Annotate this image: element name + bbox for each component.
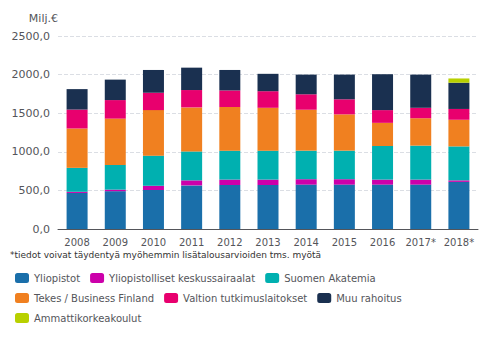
svg-text:Ammattikorkeakoulut: Ammattikorkeakoulut <box>34 313 141 324</box>
svg-text:2012: 2012 <box>217 237 242 248</box>
svg-text:2500,0: 2500,0 <box>12 30 51 43</box>
svg-text:Tekes / Business Finland: Tekes / Business Finland <box>33 293 154 304</box>
svg-text:2014: 2014 <box>293 237 318 248</box>
svg-text:2011: 2011 <box>179 237 204 248</box>
svg-text:2008: 2008 <box>64 237 89 248</box>
svg-text:Yliopistolliset keskussairaala: Yliopistolliset keskussairaalat <box>108 273 255 284</box>
svg-text:1500,0: 1500,0 <box>12 107 51 120</box>
svg-text:0,0: 0,0 <box>33 223 51 236</box>
svg-text:1000,0: 1000,0 <box>12 145 51 158</box>
svg-text:2017*: 2017* <box>406 237 436 248</box>
svg-text:2016: 2016 <box>370 237 395 248</box>
svg-text:2013: 2013 <box>255 237 280 248</box>
svg-text:2018*: 2018* <box>444 237 474 248</box>
svg-text:Milj.€: Milj.€ <box>29 12 58 25</box>
svg-text:2010: 2010 <box>141 237 166 248</box>
svg-text:2000,0: 2000,0 <box>12 68 51 81</box>
svg-text:Suomen Akatemia: Suomen Akatemia <box>284 273 376 284</box>
svg-text:2015: 2015 <box>332 237 357 248</box>
svg-text:Muu rahoitus: Muu rahoitus <box>336 293 401 304</box>
svg-text:Valtion tutkimuslaitokset: Valtion tutkimuslaitokset <box>183 293 307 304</box>
svg-text:Yliopistot: Yliopistot <box>33 273 80 284</box>
svg-text:*tiedot voivat täydentyä myöhe: *tiedot voivat täydentyä myöhemmin lisät… <box>10 250 321 260</box>
svg-text:2009: 2009 <box>103 237 128 248</box>
svg-text:500,0: 500,0 <box>19 184 51 197</box>
